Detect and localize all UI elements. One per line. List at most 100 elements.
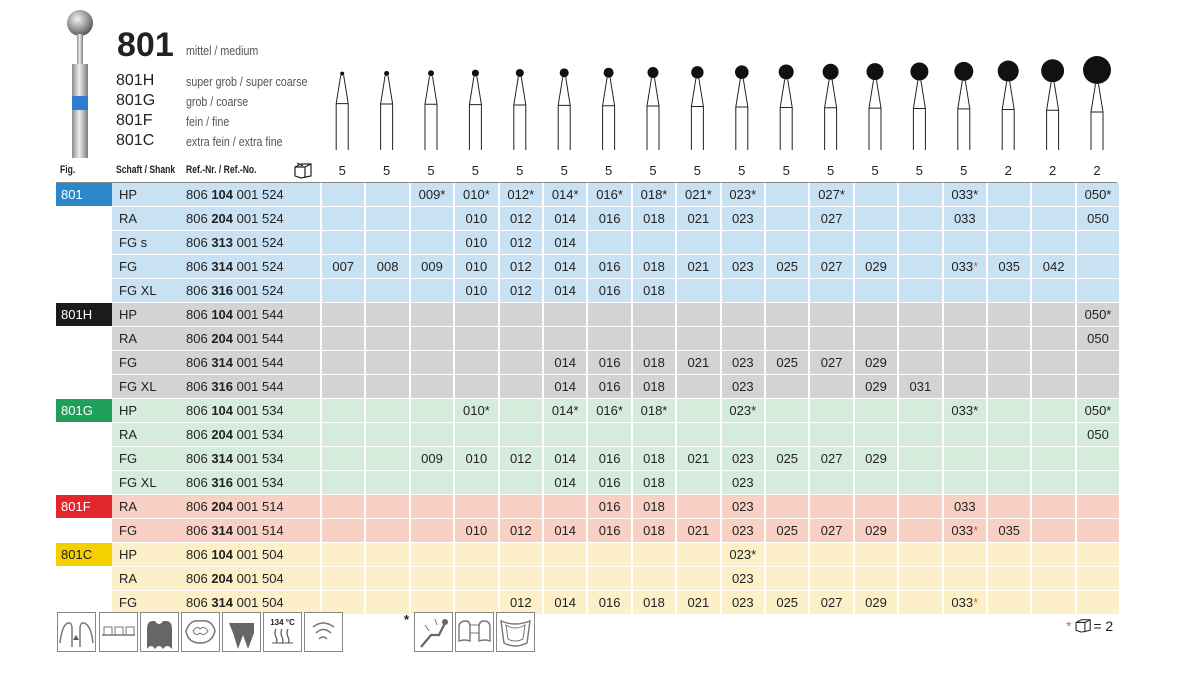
reference-number: 806 316 001 524 [186,279,316,302]
size-cell: 023 [719,351,764,374]
ref-shank-code: 204 [211,499,234,514]
size-cell: 023 [719,207,764,230]
grit-medium-label: mittel / medium [186,43,259,58]
size-cell: 027* [808,183,853,206]
size-cell [1030,183,1075,206]
size-cell: 008 [364,255,409,278]
shank-type: FG XL [119,379,157,394]
size-cell [320,423,365,446]
size-cell: 016 [586,447,631,470]
ref-suffix: 001 544 [236,355,284,370]
bur-silhouette [690,66,704,150]
size-cell [408,303,454,326]
size-cell: 014 [542,255,587,278]
size-cell: 018 [630,447,676,470]
size-cell [764,279,809,302]
ref-shank-code: 314 [211,355,234,370]
size-cell: 025 [764,519,809,542]
size-cell [497,567,542,590]
ref-suffix: 001 534 [236,475,284,490]
size-cell: 029 [852,255,898,278]
table-row: FG XL 806 316 001 534 014 016 018 023 [56,471,1120,494]
table-row: FG 806 314 001 514 010 012 014 016 018 021 023 02… [56,519,1120,542]
size-cell [764,471,809,494]
size-cell: 023 [719,447,764,470]
crown-prep-icon [57,612,96,652]
size-cell [986,303,1031,326]
size-cell [852,231,898,254]
size-cell: 027 [808,591,853,614]
size-cell: 010 [453,207,498,230]
size-cell [675,399,720,422]
row-background [112,303,320,326]
size-cell: 027 [808,447,853,470]
row-background [112,231,320,254]
size-cell [852,399,898,422]
size-cell [408,495,454,518]
size-cell [986,567,1031,590]
size-cell [986,327,1031,350]
ref-prefix: 806 [186,547,208,562]
size-cell [808,399,853,422]
ref-shank-code: 316 [211,475,234,490]
size-cell [719,327,764,350]
shank-type: RA [119,427,138,442]
size-cell [453,375,498,398]
size-cell [453,303,498,326]
variant-desc: extra fein / extra fine [186,134,283,149]
size-cell [586,327,631,350]
size-cell [897,567,942,590]
ref-suffix: 001 524 [236,259,284,274]
size-cell [1074,543,1120,566]
row-background [112,591,320,614]
reference-number: 806 316 001 534 [186,471,316,494]
row-background [112,255,320,278]
ref-shank-code: 314 [211,523,234,538]
size-cell [364,567,409,590]
size-cell [986,447,1031,470]
size-cell: 018 [630,279,676,302]
size-cell: 031 [897,375,942,398]
size-cell [630,303,676,326]
size-cell: 018 [630,495,676,518]
pack-quantity: 5 [471,163,479,178]
row-background [112,543,320,566]
table-row: 801H HP 806 104 001 544 050* [56,303,1120,326]
size-cell [719,279,764,302]
size-cell [408,543,454,566]
size-cell: 033* [941,183,986,206]
size-cell [364,423,409,446]
reference-number: 806 204 001 524 [186,207,316,230]
size-cell [453,351,498,374]
size-cell [364,207,409,230]
bur-silhouette [513,69,527,150]
table-header: Fig. Schaft / Shank Ref.-Nr. / Ref.-No. … [56,159,1117,182]
size-cell [364,495,409,518]
size-cell: 014* [542,399,587,422]
size-cell [986,207,1031,230]
table-row: FG 806 314 001 544 014 016 018 021 023 025 027 02… [56,351,1120,374]
size-cell [941,327,986,350]
size-cell [764,303,809,326]
ref-suffix: 001 504 [236,571,284,586]
size-cell [941,543,986,566]
size-cell [542,327,587,350]
size-cell [630,567,676,590]
shank-type: FG XL [119,475,157,490]
size-cell [1030,399,1075,422]
size-cell [408,207,454,230]
size-cell [1074,255,1120,278]
size-cell [764,543,809,566]
ref-prefix: 806 [186,451,208,466]
size-cell [941,351,986,374]
size-cell [497,351,542,374]
size-cell [453,567,498,590]
size-cell [542,567,587,590]
size-cell [1074,519,1120,542]
size-cell: 014 [542,279,587,302]
size-cell: 009* [408,183,454,206]
size-cell [675,495,720,518]
size-cell [364,375,409,398]
size-cell [897,399,942,422]
bur-silhouette [910,62,929,150]
